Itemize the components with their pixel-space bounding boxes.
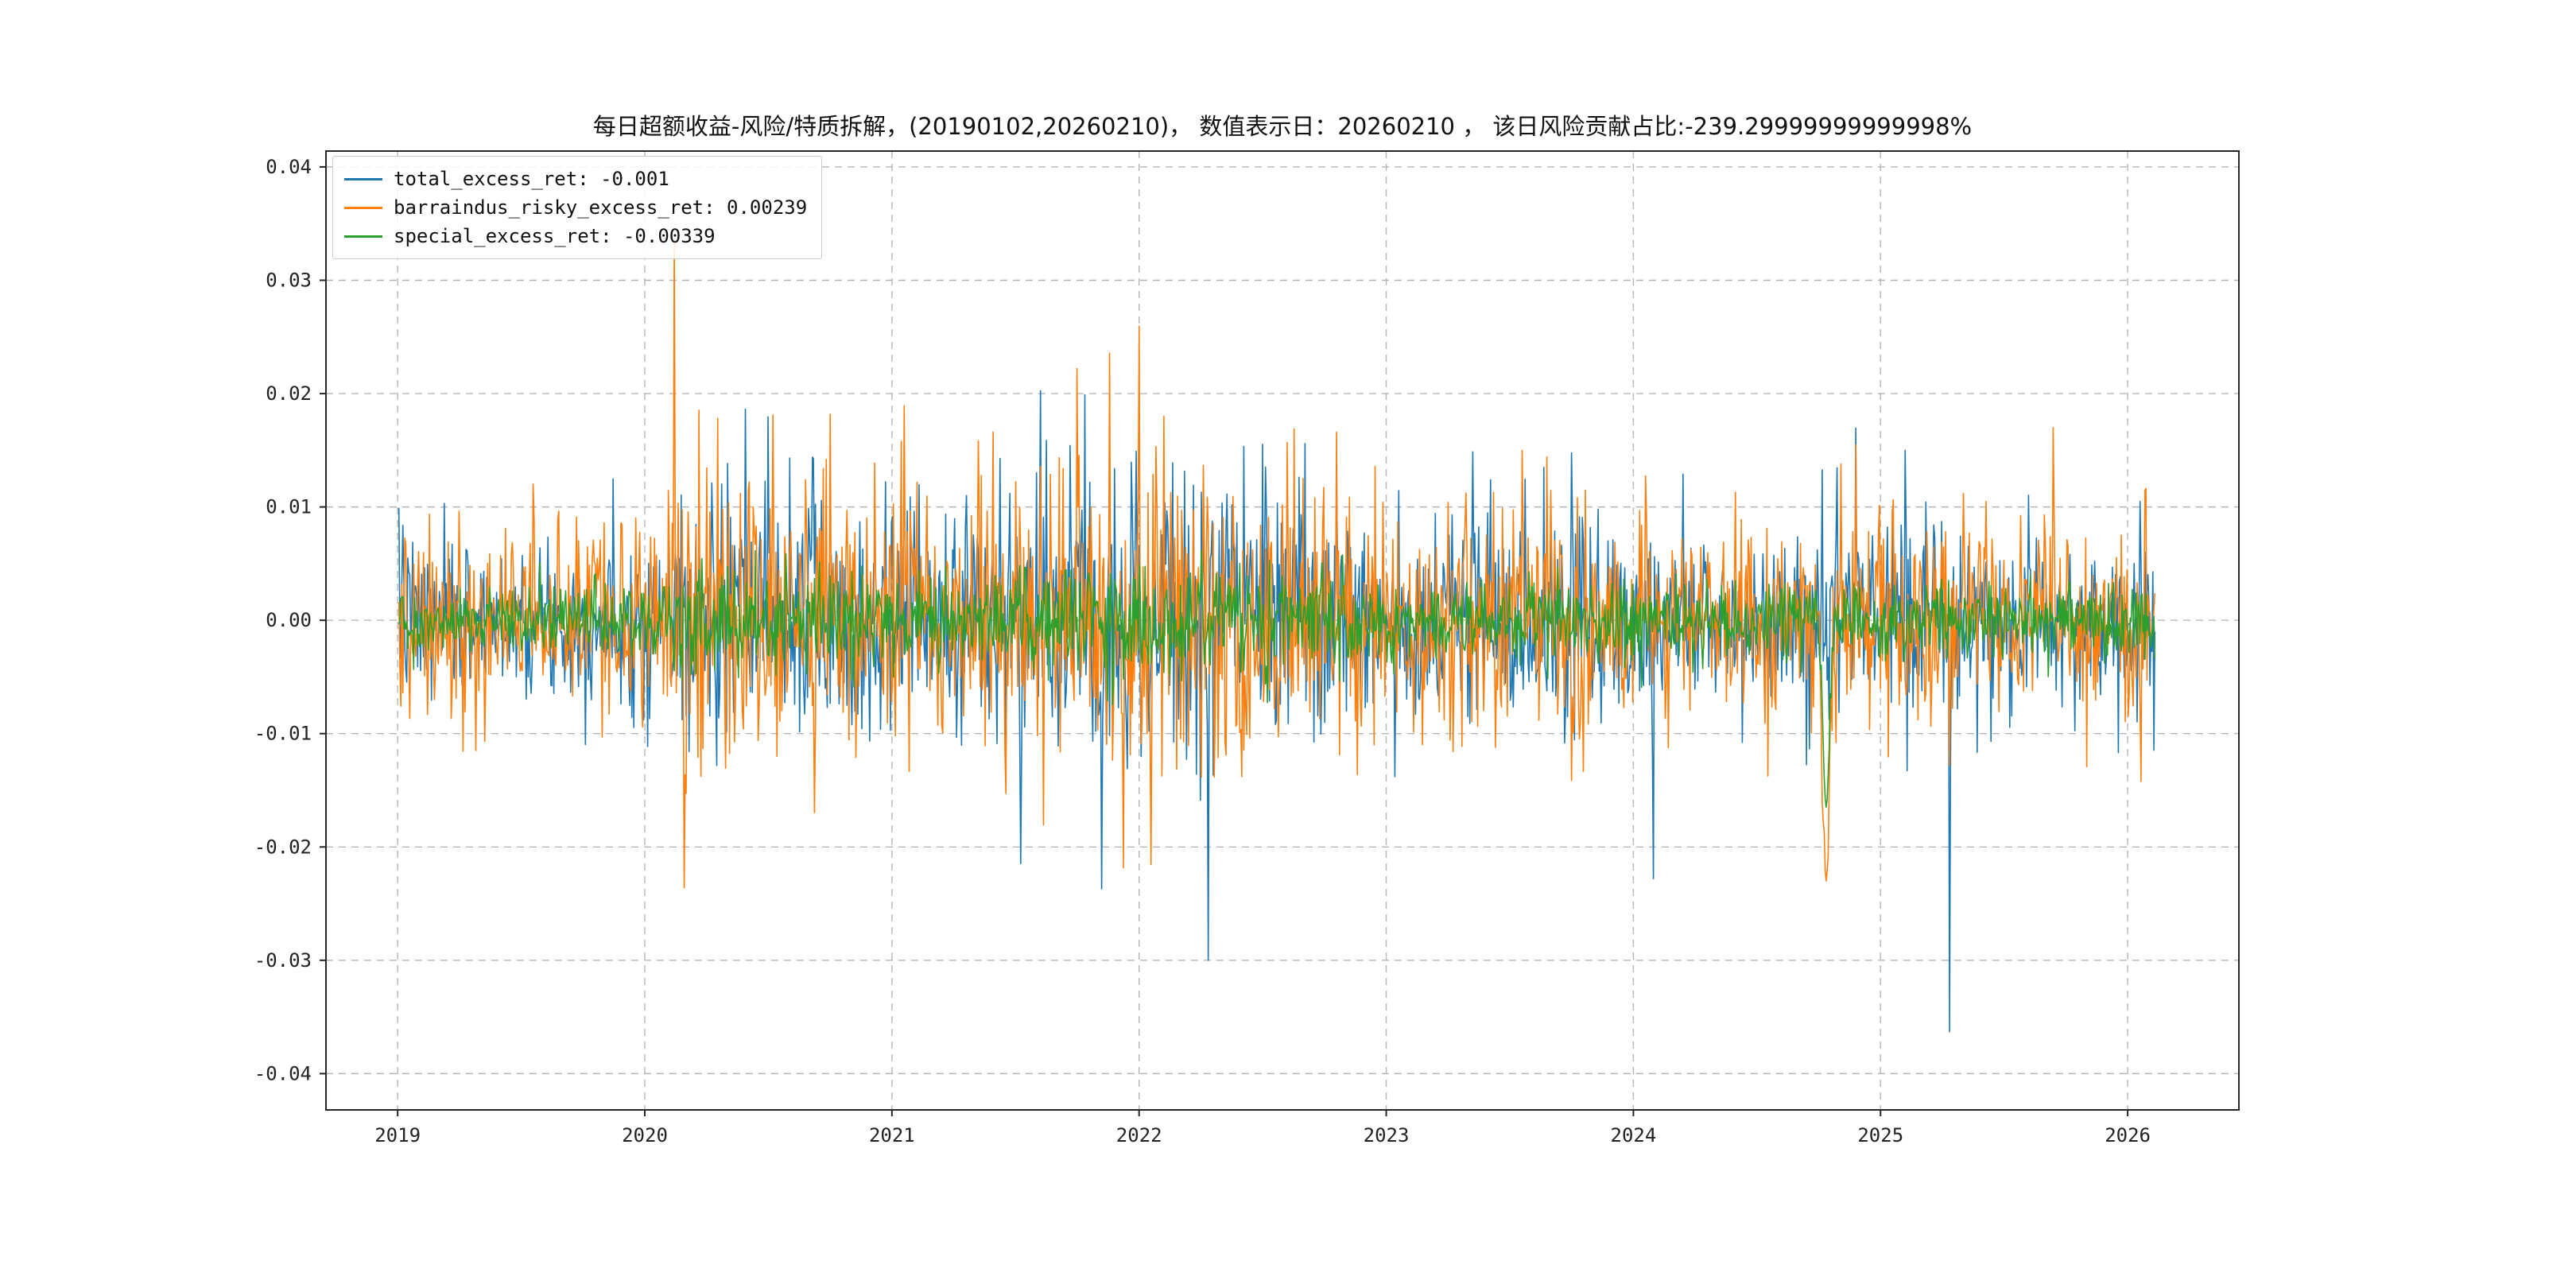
legend-entry: special_excess_ret: -0.00339 [344,222,807,250]
x-tick-label: 2021 [869,1124,915,1146]
legend-label: total_excess_ret: -0.001 [394,168,669,190]
legend-entry: barraindus_risky_excess_ret: 0.00239 [344,193,807,222]
x-tick-label: 2023 [1364,1124,1410,1146]
y-tick-label: 0.01 [266,496,312,518]
x-tick-label: 2022 [1116,1124,1162,1146]
y-tick-label: -0.02 [254,836,312,858]
y-tick-label: -0.04 [254,1062,312,1084]
legend-line-sample [344,235,382,238]
legend-line-sample [344,206,382,209]
y-tick-label: -0.01 [254,723,312,745]
series-line-special_excess_ret [398,549,2156,809]
series-line-barraindus_risky_excess_ret [398,237,2156,889]
x-tick-label: 2020 [622,1124,668,1146]
series-line-total_excess_ret [398,390,2156,1033]
legend: total_excess_ret: -0.001 barraindus_risky… [332,156,823,259]
legend-entry: total_excess_ret: -0.001 [344,165,807,193]
y-tick-label: -0.03 [254,949,312,972]
y-tick-label: 0.02 [266,382,312,405]
x-tick-label: 2019 [374,1124,421,1146]
x-tick-label: 2025 [1857,1124,1903,1146]
chart-title: 每日超额收益-风险/特质拆解，(20190102,20260210)， 数值表示… [592,113,1973,140]
legend-label: special_excess_ret: -0.00339 [394,225,716,247]
x-tick-label: 2026 [2105,1124,2151,1146]
y-tick-label: 0.04 [266,156,312,178]
legend-label: barraindus_risky_excess_ret: 0.00239 [394,196,808,219]
x-tick-label: 2024 [1611,1124,1657,1146]
y-tick-label: 0.00 [266,609,312,631]
legend-line-sample [344,177,382,180]
y-tick-label: 0.03 [266,270,312,292]
axes-box [325,150,2240,1111]
